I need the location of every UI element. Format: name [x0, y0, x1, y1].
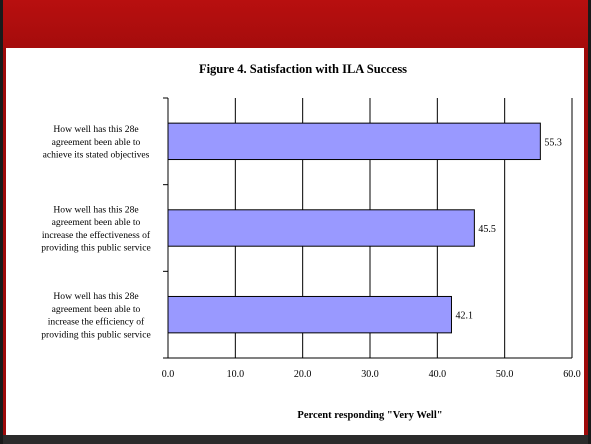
- category-label-line: increase the efficiency of: [48, 317, 145, 328]
- category-label-line: agreement been able to: [52, 137, 141, 148]
- slide-bottom-strip: [3, 435, 588, 444]
- category-label-line: agreement been able to: [52, 304, 141, 315]
- category-label-line: providing this public service: [41, 329, 151, 340]
- category-label-line: providing this public service: [41, 243, 151, 254]
- x-tick-label: 20.0: [294, 369, 312, 380]
- category-label: How well has this 28e agreement been able…: [43, 124, 150, 161]
- category-label-line: How well has this 28e: [53, 291, 138, 302]
- x-tick-label: 60.0: [563, 369, 581, 380]
- category-label: How well has this 28e agreement been able…: [41, 204, 151, 253]
- x-tick-label: 0.0: [162, 369, 175, 380]
- category-label-line: agreement been able to: [52, 217, 141, 228]
- bar: [167, 122, 541, 161]
- data-label: 55.3: [544, 137, 562, 148]
- category-label: How well has this 28e agreement been able…: [41, 291, 151, 340]
- bar: [167, 209, 475, 247]
- data-label: 42.1: [455, 311, 473, 322]
- slide-banner: [3, 0, 588, 48]
- x-tick-label: 10.0: [227, 369, 245, 380]
- x-tick-label: 50.0: [496, 369, 514, 380]
- plot-area: 0.0 10.0 20.0 30.0 40.0 50.0 60.0 55.3 How well …: [41, 97, 581, 380]
- category-label-line: achieve its stated objectives: [43, 150, 150, 161]
- bar: [167, 295, 452, 334]
- chart-title: Figure 4. Satisfaction with ILA Success: [199, 62, 407, 76]
- category-label-line: How well has this 28e: [53, 124, 138, 135]
- x-tick-label: 40.0: [429, 369, 447, 380]
- x-axis-label: Percent responding "Very Well": [297, 410, 442, 421]
- category-label-line: How well has this 28e: [53, 204, 138, 215]
- x-tick-label: 30.0: [361, 369, 379, 380]
- data-label: 45.5: [478, 224, 496, 235]
- category-label-line: increase the effectiveness of: [42, 230, 151, 241]
